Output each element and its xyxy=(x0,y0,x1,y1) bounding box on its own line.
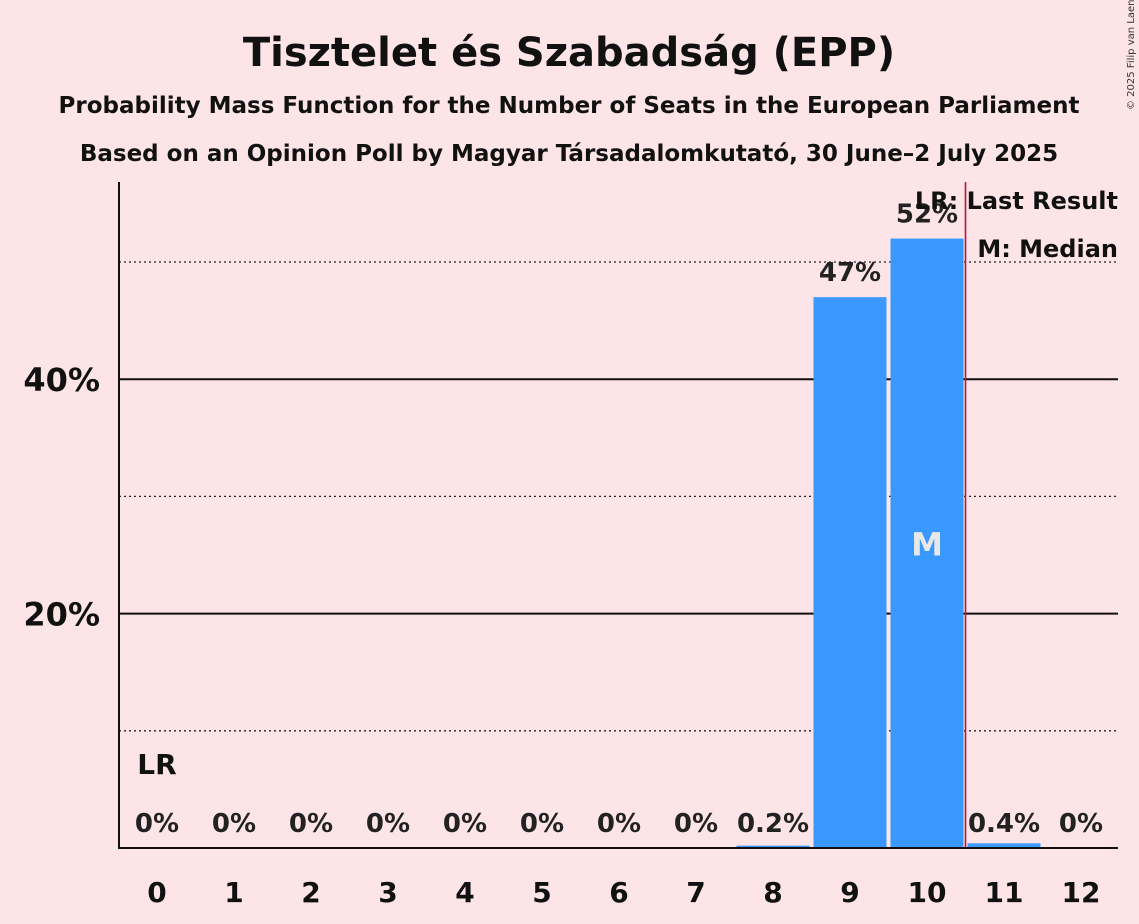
legend-last-result: LR: Last Result xyxy=(915,187,1118,215)
x-tick-label: 11 xyxy=(985,876,1024,909)
y-tick-label: 20% xyxy=(23,596,100,634)
data-label: 0% xyxy=(289,809,333,839)
data-label: 0.2% xyxy=(737,809,809,839)
x-tick-label: 0 xyxy=(147,876,166,909)
data-label: 0% xyxy=(212,809,256,839)
data-label: 0% xyxy=(135,809,179,839)
bar xyxy=(736,845,810,848)
data-label: 0.4% xyxy=(968,809,1040,839)
data-label: 47% xyxy=(819,258,881,288)
data-label: 0% xyxy=(597,809,641,839)
median-marker: M xyxy=(911,525,943,563)
y-tick-label: 40% xyxy=(23,361,100,399)
y-tick-labels: 20% 40% xyxy=(23,361,100,633)
data-label: 0% xyxy=(674,809,718,839)
x-tick-label: 1 xyxy=(224,876,243,909)
x-tick-label: 2 xyxy=(301,876,320,909)
data-labels: 0% 0% 0% 0% 0% 0% 0% 0% 0.2% 47% 52% 0.4% 0% xyxy=(135,200,1103,839)
legend-median: M: Median xyxy=(977,235,1118,263)
data-label: 0% xyxy=(520,809,564,839)
data-label: 0% xyxy=(366,809,410,839)
data-label: 52% xyxy=(896,200,958,230)
x-tick-label: 5 xyxy=(532,876,551,909)
x-tick-label: 7 xyxy=(686,876,705,909)
chart-subtitle-2: Based on an Opinion Poll by Magyar Társa… xyxy=(80,141,1058,167)
x-tick-label: 6 xyxy=(609,876,628,909)
x-tick-label: 9 xyxy=(840,876,859,909)
bar xyxy=(813,297,887,848)
data-label: 0% xyxy=(1059,809,1103,839)
copyright-text: © 2025 Filip van Laenen xyxy=(1126,0,1137,110)
x-tick-label: 8 xyxy=(763,876,782,909)
data-label: 0% xyxy=(443,809,487,839)
x-tick-label: 3 xyxy=(378,876,397,909)
markers: M LR xyxy=(137,182,967,848)
gridlines xyxy=(119,261,1118,732)
chart-subtitle-1: Probability Mass Function for the Number… xyxy=(59,93,1080,119)
bars xyxy=(736,238,1041,848)
bar xyxy=(890,238,964,848)
x-tick-label: 4 xyxy=(455,876,474,909)
x-tick-labels: 0 1 2 3 4 5 6 7 8 9 10 11 12 xyxy=(147,876,1100,909)
last-result-marker: LR xyxy=(137,748,176,781)
chart-title: Tisztelet és Szabadság (EPP) xyxy=(243,30,895,76)
bar xyxy=(967,843,1041,848)
x-tick-label: 12 xyxy=(1062,876,1101,909)
x-tick-label: 10 xyxy=(908,876,947,909)
